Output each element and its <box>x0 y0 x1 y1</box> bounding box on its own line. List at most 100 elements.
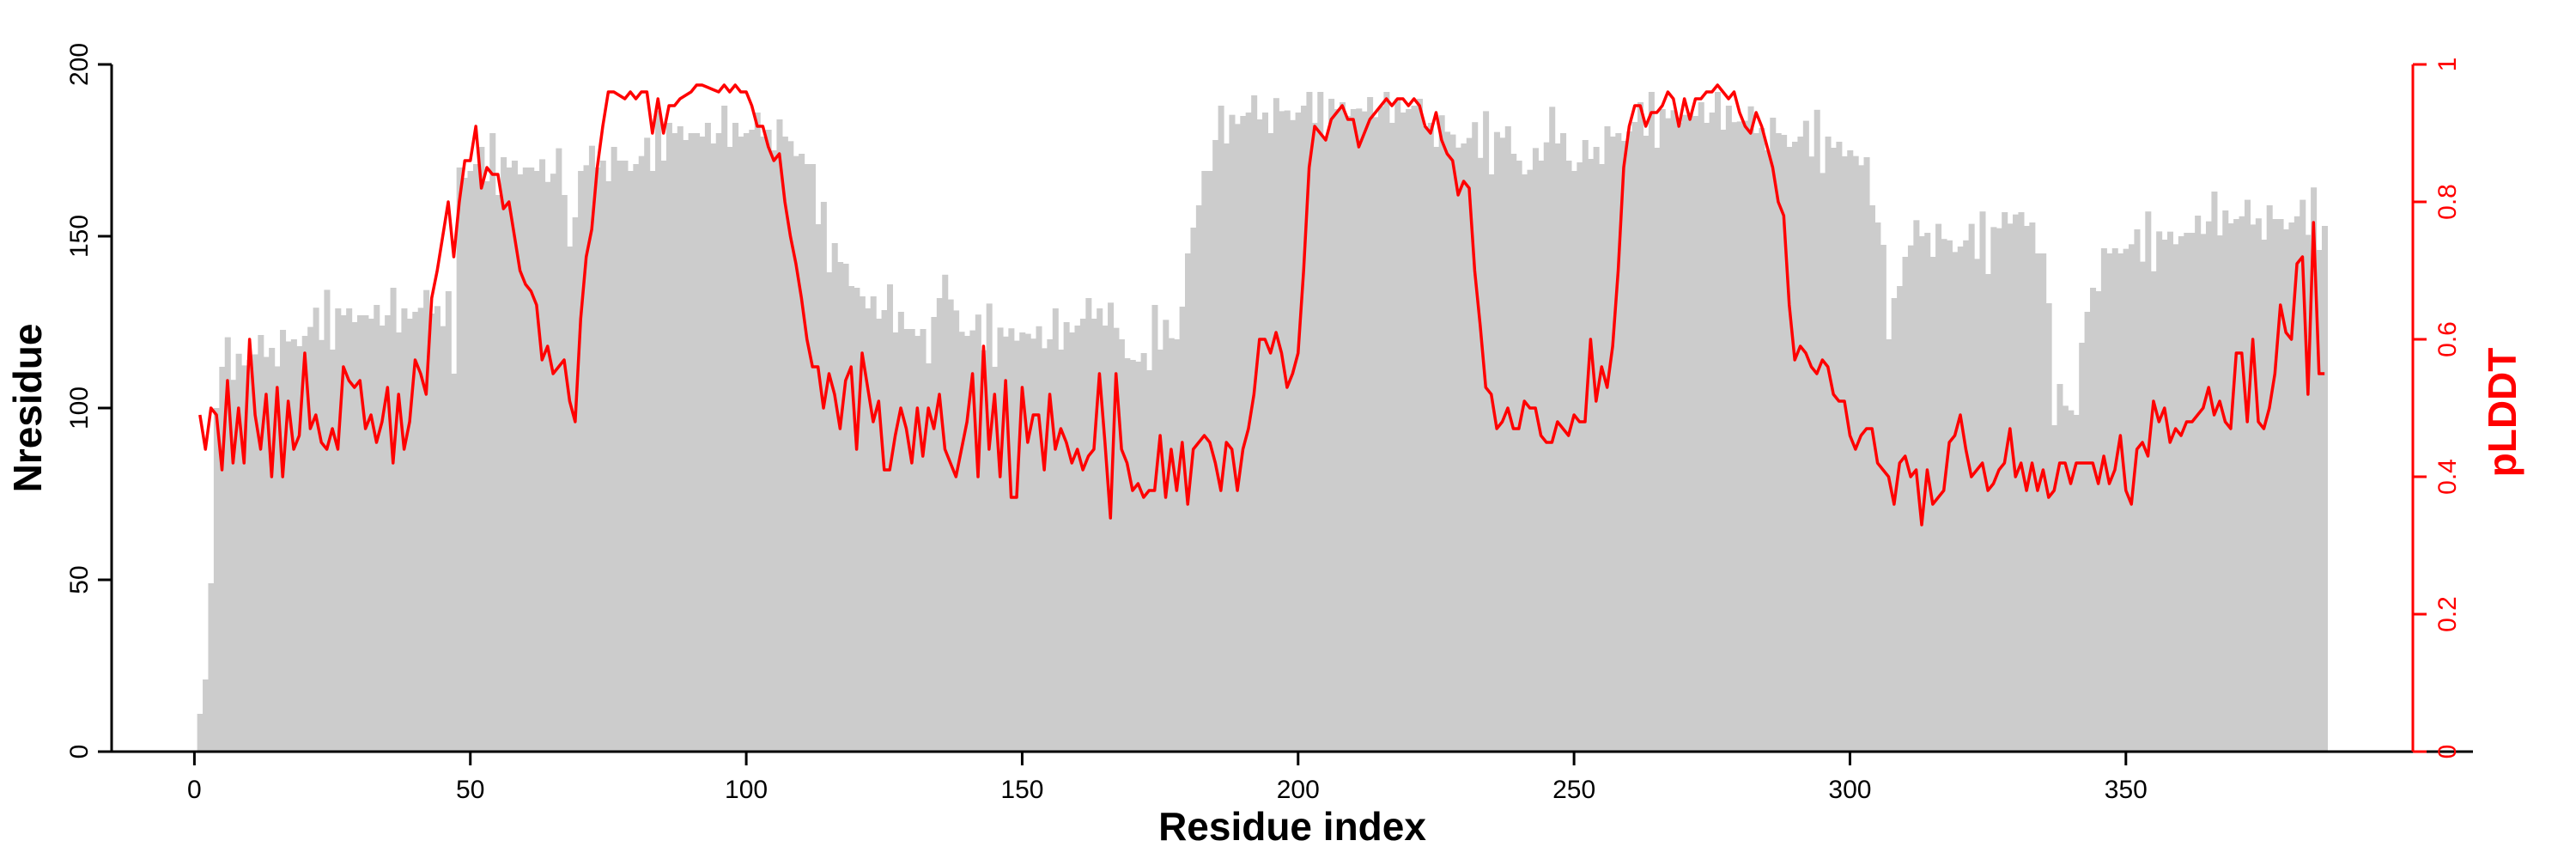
bar <box>655 111 662 752</box>
bar <box>1461 143 1467 752</box>
bar <box>1179 307 1186 752</box>
bar <box>1698 102 1704 752</box>
bar <box>1455 147 1461 752</box>
bar <box>699 137 706 752</box>
bar <box>1974 259 1981 752</box>
bar <box>1449 134 1456 752</box>
bar <box>1516 161 1522 752</box>
bar <box>495 195 501 752</box>
bar <box>1659 109 1666 752</box>
bar <box>1554 143 1561 752</box>
bar <box>1024 333 1031 752</box>
bar <box>986 303 993 752</box>
bar <box>908 329 915 752</box>
bar <box>1791 142 1799 752</box>
bar <box>1174 339 1181 752</box>
bar <box>704 123 711 752</box>
bar <box>1781 135 1788 752</box>
bar <box>1725 106 1732 752</box>
bar <box>2266 205 2273 752</box>
bar <box>1571 171 1577 752</box>
bar <box>428 314 435 752</box>
bar <box>715 133 722 752</box>
bar <box>517 174 524 752</box>
bar <box>1256 119 1263 752</box>
bar <box>483 181 490 752</box>
bar <box>997 327 1004 752</box>
bar <box>2079 343 2086 752</box>
bar <box>1957 247 1964 752</box>
bar <box>1543 142 1550 752</box>
bar <box>1240 116 1247 752</box>
bar <box>886 284 893 752</box>
bar <box>1907 245 1914 752</box>
bar <box>826 272 833 752</box>
bar <box>2007 223 2014 752</box>
bar <box>1742 120 1749 752</box>
bar <box>683 140 690 752</box>
bar <box>2300 199 2306 752</box>
y2-tick-label: 0.8 <box>2433 184 2462 220</box>
bar <box>1770 118 1777 752</box>
bar <box>2239 216 2245 752</box>
bar <box>550 174 556 752</box>
bar <box>1797 137 1804 752</box>
bar <box>1416 99 1423 752</box>
bar <box>290 339 297 752</box>
x-axis-ticks: 0 50 100 150 200 250 300 350 <box>187 752 2148 804</box>
bar <box>677 126 683 752</box>
bar <box>931 317 938 752</box>
bar <box>1279 111 1285 752</box>
bar <box>1372 117 1379 752</box>
bar <box>1692 116 1699 752</box>
bar <box>1720 130 1727 752</box>
bar <box>280 330 287 752</box>
y2-tick-label: 0.6 <box>2433 321 2462 357</box>
bar <box>1195 205 1202 752</box>
bar <box>1643 136 1649 752</box>
bar <box>1560 133 1567 752</box>
y-tick-label: 150 <box>65 215 94 258</box>
bar <box>1868 205 1875 752</box>
bar <box>556 148 562 752</box>
bar <box>1852 155 1859 752</box>
bar <box>749 130 756 752</box>
bar <box>1836 142 1843 752</box>
bar <box>489 133 496 752</box>
bar <box>1968 223 1975 752</box>
bar <box>599 161 606 752</box>
bar <box>2184 233 2190 752</box>
bar <box>406 319 413 752</box>
bar <box>1218 106 1224 752</box>
bar <box>1902 257 1909 752</box>
bar <box>958 332 965 752</box>
bar <box>1715 92 1722 752</box>
bar <box>1267 133 1274 752</box>
bar <box>1858 165 1865 752</box>
bar <box>379 326 386 752</box>
bar <box>2150 271 2157 752</box>
bar <box>2018 212 2025 752</box>
bar <box>1886 339 1893 752</box>
bar <box>1069 332 1076 752</box>
bar <box>1074 326 1081 752</box>
bar <box>1504 126 1511 752</box>
bar <box>2139 261 2146 752</box>
bar <box>374 305 380 752</box>
bar <box>1036 326 1042 752</box>
bar <box>1897 286 1904 752</box>
bar <box>346 308 353 752</box>
bar <box>1367 97 1374 752</box>
bar <box>2068 410 2075 752</box>
bar <box>252 354 258 752</box>
bar <box>395 332 403 752</box>
bar <box>1339 102 1346 752</box>
bar <box>1400 113 1406 752</box>
x-tick-label: 150 <box>1000 776 1043 804</box>
bar <box>1681 114 1688 752</box>
bar <box>942 274 949 752</box>
bar <box>1168 338 1175 752</box>
bar <box>1030 338 1037 752</box>
bar <box>831 243 838 752</box>
